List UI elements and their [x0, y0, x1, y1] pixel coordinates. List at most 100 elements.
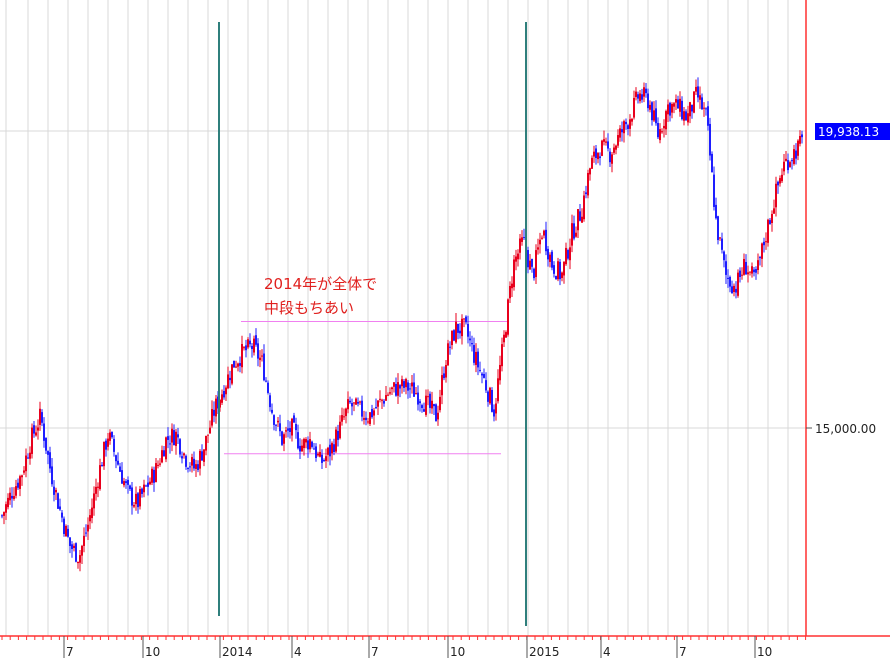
candle-body — [461, 318, 463, 337]
candle-body — [357, 401, 359, 404]
candle-body — [279, 423, 281, 432]
candle-body — [231, 364, 233, 384]
candle-body — [507, 299, 509, 335]
chart-annotation: 2014年が全体で 中段もちあい — [264, 272, 377, 320]
candle-body — [321, 454, 323, 463]
candle-body — [571, 223, 573, 246]
candle-body — [703, 107, 705, 109]
candle-body — [597, 153, 599, 160]
candle-body — [233, 360, 235, 368]
candle-body — [303, 438, 305, 449]
candle-body — [419, 401, 421, 404]
candle-body — [689, 102, 691, 117]
candle-body — [503, 334, 505, 343]
candle-body — [687, 113, 689, 123]
candle-body — [455, 321, 457, 343]
candle-body — [409, 388, 411, 390]
candle-body — [605, 141, 607, 143]
candle-body — [239, 363, 241, 366]
candle-body — [537, 247, 539, 250]
candle-body — [657, 123, 659, 138]
x-tick-label-9: 10 — [757, 645, 772, 658]
candle-body — [19, 476, 21, 489]
candle-body — [337, 430, 339, 440]
candle-body — [387, 394, 389, 396]
candle-body — [177, 434, 179, 438]
candle-body — [637, 94, 639, 99]
candle-body — [251, 345, 253, 350]
candle-body — [93, 493, 95, 509]
candle-body — [69, 537, 71, 547]
candle-body — [791, 160, 793, 162]
candle-body — [471, 343, 473, 345]
candle-body — [429, 393, 431, 408]
candle-body — [263, 353, 265, 381]
candle-body — [751, 266, 753, 274]
candle-body — [31, 427, 33, 454]
candle-body — [169, 443, 171, 445]
candle-body — [73, 545, 75, 549]
candle-body — [397, 382, 399, 396]
candle-body — [293, 415, 295, 423]
candle-body — [197, 464, 199, 470]
candle-body — [539, 239, 541, 245]
candle-body — [447, 343, 449, 366]
candle-body — [403, 381, 405, 388]
candle-body — [439, 396, 441, 411]
candle-body — [209, 427, 211, 434]
candle-body — [211, 409, 213, 426]
candle-body — [741, 274, 743, 276]
candle-body — [709, 123, 711, 156]
candle-body — [237, 363, 239, 367]
candle-body — [355, 398, 357, 405]
candle-body — [529, 260, 531, 270]
candle-body — [333, 444, 335, 453]
candle-body — [65, 525, 67, 537]
candle-body — [413, 382, 415, 397]
candle-body — [549, 254, 551, 262]
candle-body — [255, 335, 257, 345]
candle-body — [317, 453, 319, 456]
candle-body — [405, 379, 407, 388]
candle-body — [431, 400, 433, 409]
candle-body — [667, 104, 669, 115]
y-tick-label-15000: 15,000.00 — [815, 422, 876, 436]
annotation-line-2: 中段もちあい — [264, 299, 355, 317]
candle-body — [161, 450, 163, 463]
candle-body — [469, 338, 471, 341]
candle-body — [745, 261, 747, 275]
candle-body — [141, 488, 143, 494]
candle-body — [401, 379, 403, 387]
candle-body — [717, 216, 719, 241]
candle-body — [645, 88, 647, 94]
candle-body — [7, 497, 9, 508]
candle-body — [165, 437, 167, 460]
candle-body — [139, 489, 141, 507]
candle-body — [153, 469, 155, 483]
candle-body — [777, 181, 779, 186]
candle-body — [671, 103, 673, 113]
candle-body — [489, 387, 491, 404]
candle-body — [737, 272, 739, 296]
candle-body — [369, 412, 371, 424]
x-tick-label-4: 7 — [371, 645, 379, 658]
candle-body — [9, 492, 11, 501]
candle-body — [781, 174, 783, 182]
candle-body — [665, 111, 667, 130]
candle-body — [281, 431, 283, 445]
candle-body — [515, 256, 517, 262]
candle-body — [757, 260, 759, 270]
candle-body — [617, 135, 619, 146]
candle-body — [445, 365, 447, 378]
candle-body — [315, 446, 317, 459]
candle-body — [35, 432, 37, 436]
candle-body — [543, 230, 545, 236]
candle-body — [649, 104, 651, 110]
candle-body — [259, 357, 261, 361]
candle-body — [467, 323, 469, 337]
x-tick-label-7: 4 — [603, 645, 611, 658]
candle-body — [721, 238, 723, 250]
candle-body — [143, 484, 145, 493]
candle-body — [95, 486, 97, 494]
candle-body — [67, 528, 69, 537]
